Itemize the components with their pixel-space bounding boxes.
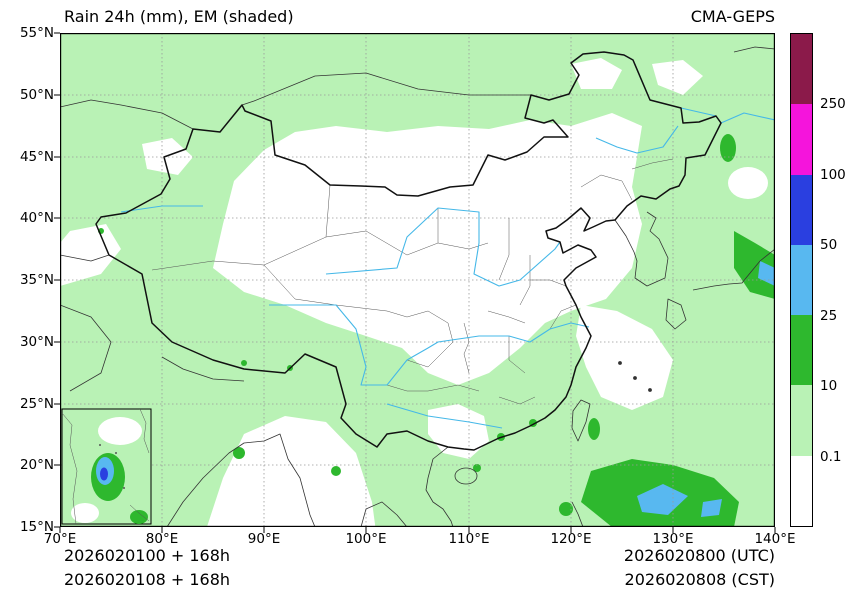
country-borders (60, 46, 775, 527)
china-border (95, 51, 722, 451)
precipitation-map (60, 33, 775, 527)
grid-lines (60, 33, 775, 527)
colorbar-segment (791, 315, 812, 386)
province-borders (151, 158, 674, 405)
y-tick-label: 20°N (19, 457, 54, 473)
colorbar-label: 0.1 (820, 449, 842, 465)
colorbar-segment (791, 104, 812, 175)
x-tick-label: 100°E (345, 531, 387, 547)
colorbar-label: 50 (820, 237, 838, 253)
map-canvas (60, 33, 775, 527)
colorbar-label: 25 (820, 308, 838, 324)
colorbar (790, 33, 813, 527)
colorbar-segment (791, 244, 812, 316)
model-name: CMA-GEPS (690, 7, 775, 26)
x-tick-label: 80°E (145, 531, 179, 547)
y-tick-label: 40°N (19, 210, 54, 226)
no-rain-regions (60, 58, 768, 527)
colorbar-label: 250 (820, 96, 846, 112)
colorbar-segment (791, 455, 812, 526)
init-time-cst: 2026020108 + 168h (64, 570, 231, 589)
x-tick-label: 70°E (43, 531, 77, 547)
colorbar-segment (791, 34, 812, 105)
figure-title: Rain 24h (mm), EM (shaded) (64, 7, 294, 26)
y-tick-label: 50°N (19, 87, 54, 103)
colorbar-segment (791, 385, 812, 456)
y-tick-label: 30°N (19, 334, 54, 350)
y-tick-label: 45°N (19, 149, 54, 165)
x-tick-label: 140°E (754, 531, 796, 547)
y-tick-label: 35°N (19, 272, 54, 288)
colorbar-label: 100 (820, 167, 846, 183)
y-tick-label: 55°N (19, 25, 54, 41)
south-china-sea-inset (61, 408, 152, 525)
colorbar-segment (791, 174, 812, 245)
x-tick-label: 90°E (247, 531, 281, 547)
valid-time-utc: 2026020800 (UTC) (623, 546, 775, 565)
y-tick-label: 25°N (19, 396, 54, 412)
valid-time-cst: 2026020808 (CST) (624, 570, 775, 589)
moderate-rain-regions (98, 134, 775, 527)
colorbar-label: 10 (820, 378, 838, 394)
x-tick-label: 120°E (550, 531, 592, 547)
map-frame (60, 33, 775, 527)
y-tick-label: 15°N (19, 519, 54, 535)
x-tick-label: 110°E (448, 531, 490, 547)
x-tick-label: 130°E (652, 531, 694, 547)
init-time-utc: 2026020100 + 168h (64, 546, 231, 565)
